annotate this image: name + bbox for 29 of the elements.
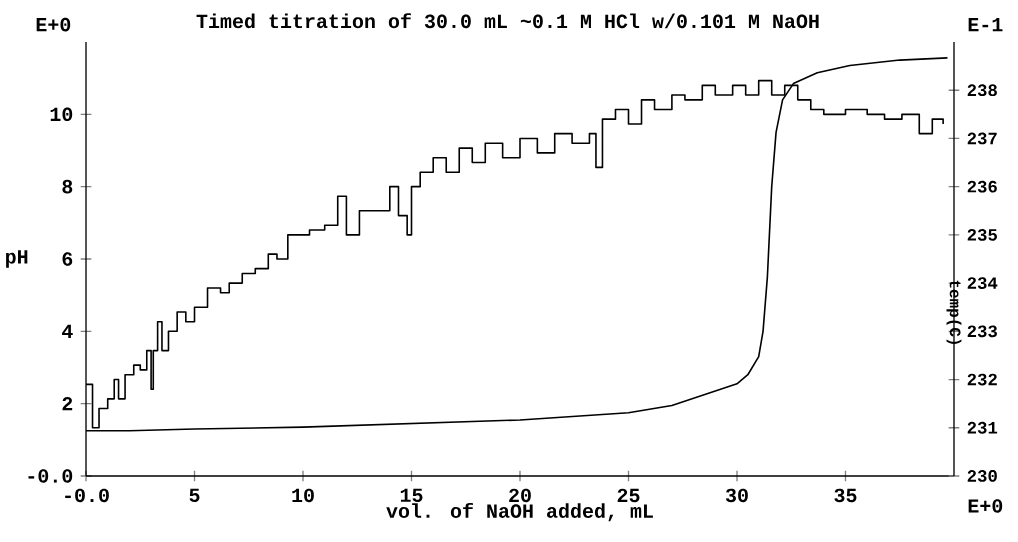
- y-tick-label: 4: [62, 324, 73, 338]
- x-tick-label: 15: [400, 488, 423, 503]
- text: E-1: [968, 18, 1003, 32]
- y-tick-label: 6: [62, 252, 73, 266]
- y-tick-label: 10: [50, 107, 73, 122]
- y2-tick-label: 236: [967, 180, 997, 193]
- y2-tick-label: 234: [967, 277, 998, 289]
- y2-tick-label: 235: [967, 228, 997, 241]
- y2-tick-label: 230: [967, 470, 997, 482]
- y2-tick-label: 233: [967, 325, 997, 338]
- x-tick-label: 25: [617, 488, 640, 503]
- chart-title: Timed titration of 30.0 mL ~0.1 M HCl w/0.101 M NaOH: [196, 13, 819, 29]
- y2-tick-label: 237: [967, 132, 997, 145]
- x-tick-label: 10: [292, 488, 314, 503]
- x-tick-label: 30: [725, 488, 748, 503]
- y-tick-label: -0.0: [28, 469, 73, 483]
- y-tick-label: 2: [62, 396, 73, 411]
- y2-tick-label: 231: [967, 421, 998, 434]
- x-tick-label: 5: [189, 488, 200, 503]
- y2-axis-title: temp(C): [946, 280, 962, 344]
- text: E+0: [968, 499, 1003, 513]
- x-tick-label: 35: [834, 488, 857, 503]
- y2-tick-label: 232: [967, 373, 997, 386]
- y-tick-label: 8: [62, 179, 73, 194]
- text: E+0: [36, 17, 71, 32]
- x-tick-label: 20: [509, 488, 531, 503]
- x-axis-title: vol. of NaOH added, mL: [386, 502, 653, 522]
- y2-tick-label: 238: [967, 84, 997, 97]
- y-axis-title: pH: [6, 250, 28, 268]
